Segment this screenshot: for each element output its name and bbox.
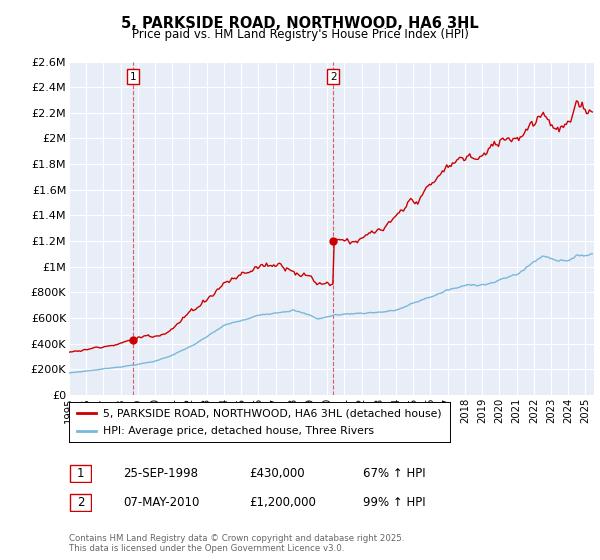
Text: Price paid vs. HM Land Registry's House Price Index (HPI): Price paid vs. HM Land Registry's House … [131,28,469,41]
Text: 1: 1 [130,72,137,82]
Text: £430,000: £430,000 [249,466,305,480]
Text: Contains HM Land Registry data © Crown copyright and database right 2025.
This d: Contains HM Land Registry data © Crown c… [69,534,404,553]
Text: 99% ↑ HPI: 99% ↑ HPI [363,496,425,509]
Text: 07-MAY-2010: 07-MAY-2010 [123,496,199,509]
Text: £1,200,000: £1,200,000 [249,496,316,509]
Text: 5, PARKSIDE ROAD, NORTHWOOD, HA6 3HL (detached house): 5, PARKSIDE ROAD, NORTHWOOD, HA6 3HL (de… [103,408,442,418]
Text: 2: 2 [330,72,337,82]
Text: HPI: Average price, detached house, Three Rivers: HPI: Average price, detached house, Thre… [103,426,374,436]
Text: 25-SEP-1998: 25-SEP-1998 [123,466,198,480]
Text: 67% ↑ HPI: 67% ↑ HPI [363,466,425,480]
Text: 2: 2 [77,496,84,509]
Text: 1: 1 [77,466,84,480]
Text: 5, PARKSIDE ROAD, NORTHWOOD, HA6 3HL: 5, PARKSIDE ROAD, NORTHWOOD, HA6 3HL [121,16,479,31]
